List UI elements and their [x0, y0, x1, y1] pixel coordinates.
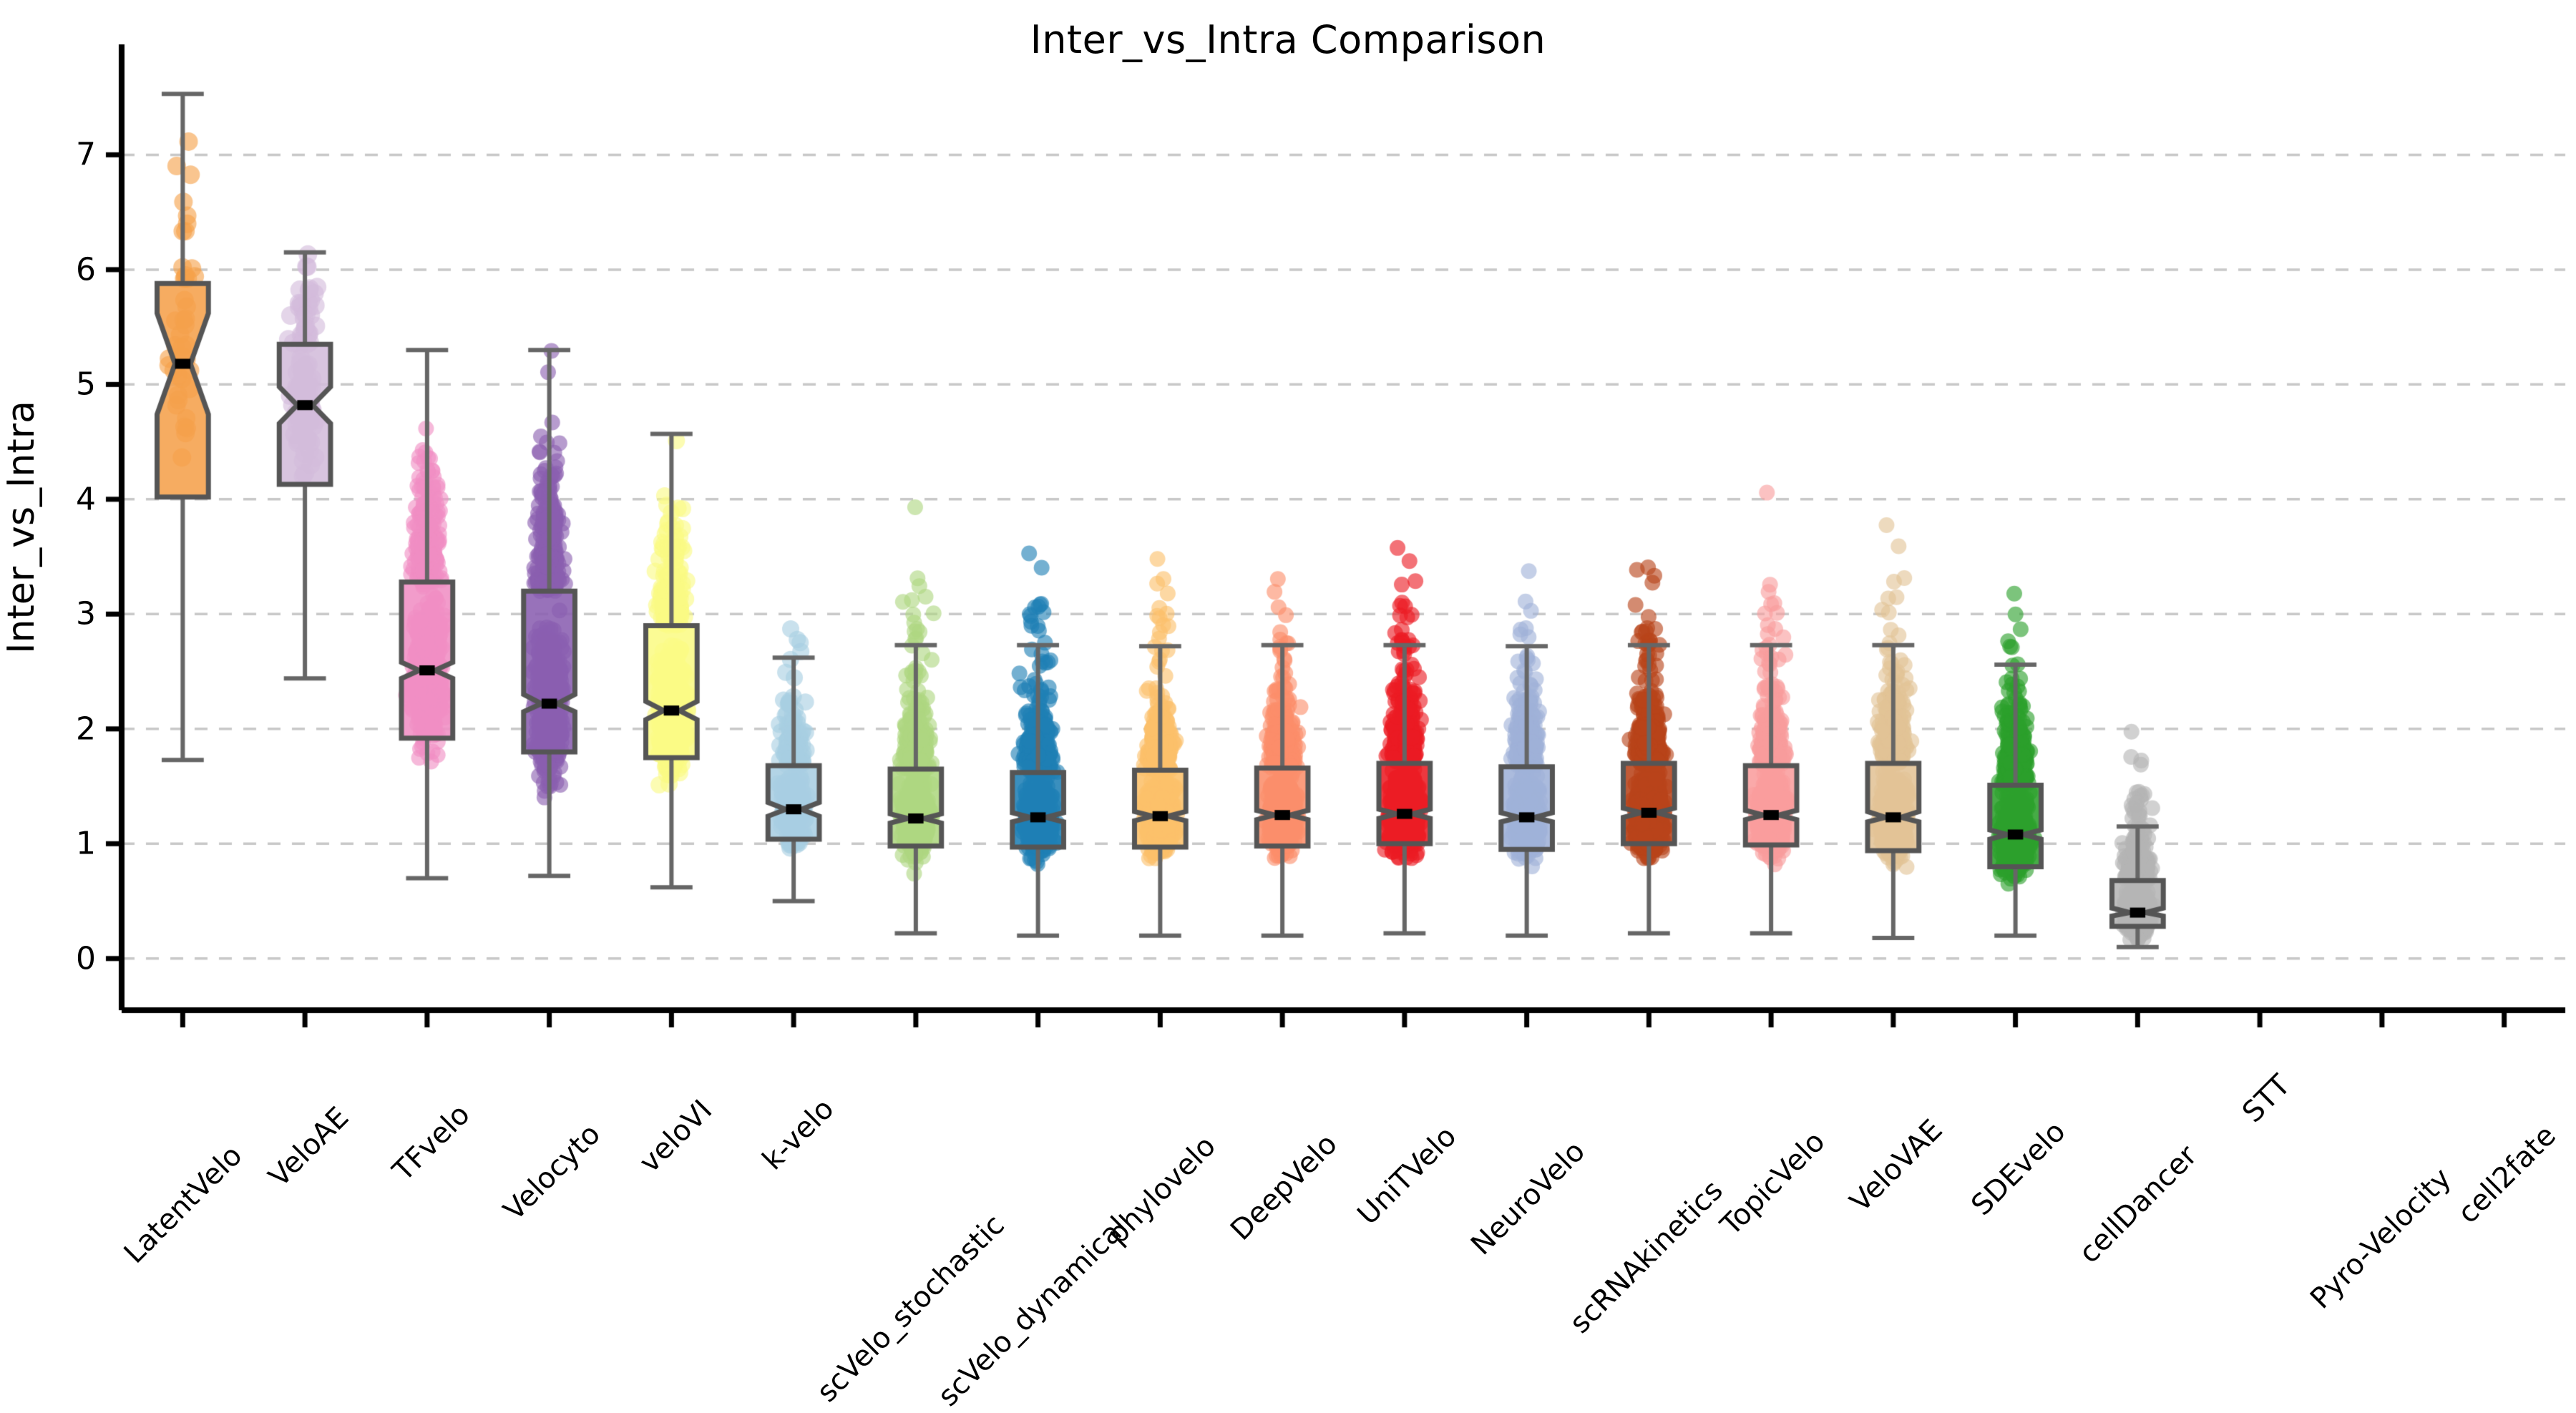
- y-tick-label: 0: [76, 940, 96, 977]
- y-axis-label: Inter_vs_Intra: [0, 401, 43, 654]
- y-tick-label: 2: [76, 710, 96, 748]
- y-tick-label: 3: [76, 595, 96, 632]
- chart-title: Inter_vs_Intra Comparison: [1030, 17, 1546, 62]
- y-tick-label: 5: [76, 366, 96, 403]
- y-tick-label: 4: [76, 481, 96, 518]
- y-tick-label: 6: [76, 251, 96, 288]
- boxplot-canvas: [0, 0, 2576, 1288]
- y-tick-label: 1: [76, 825, 96, 862]
- y-tick-label: 7: [76, 136, 96, 173]
